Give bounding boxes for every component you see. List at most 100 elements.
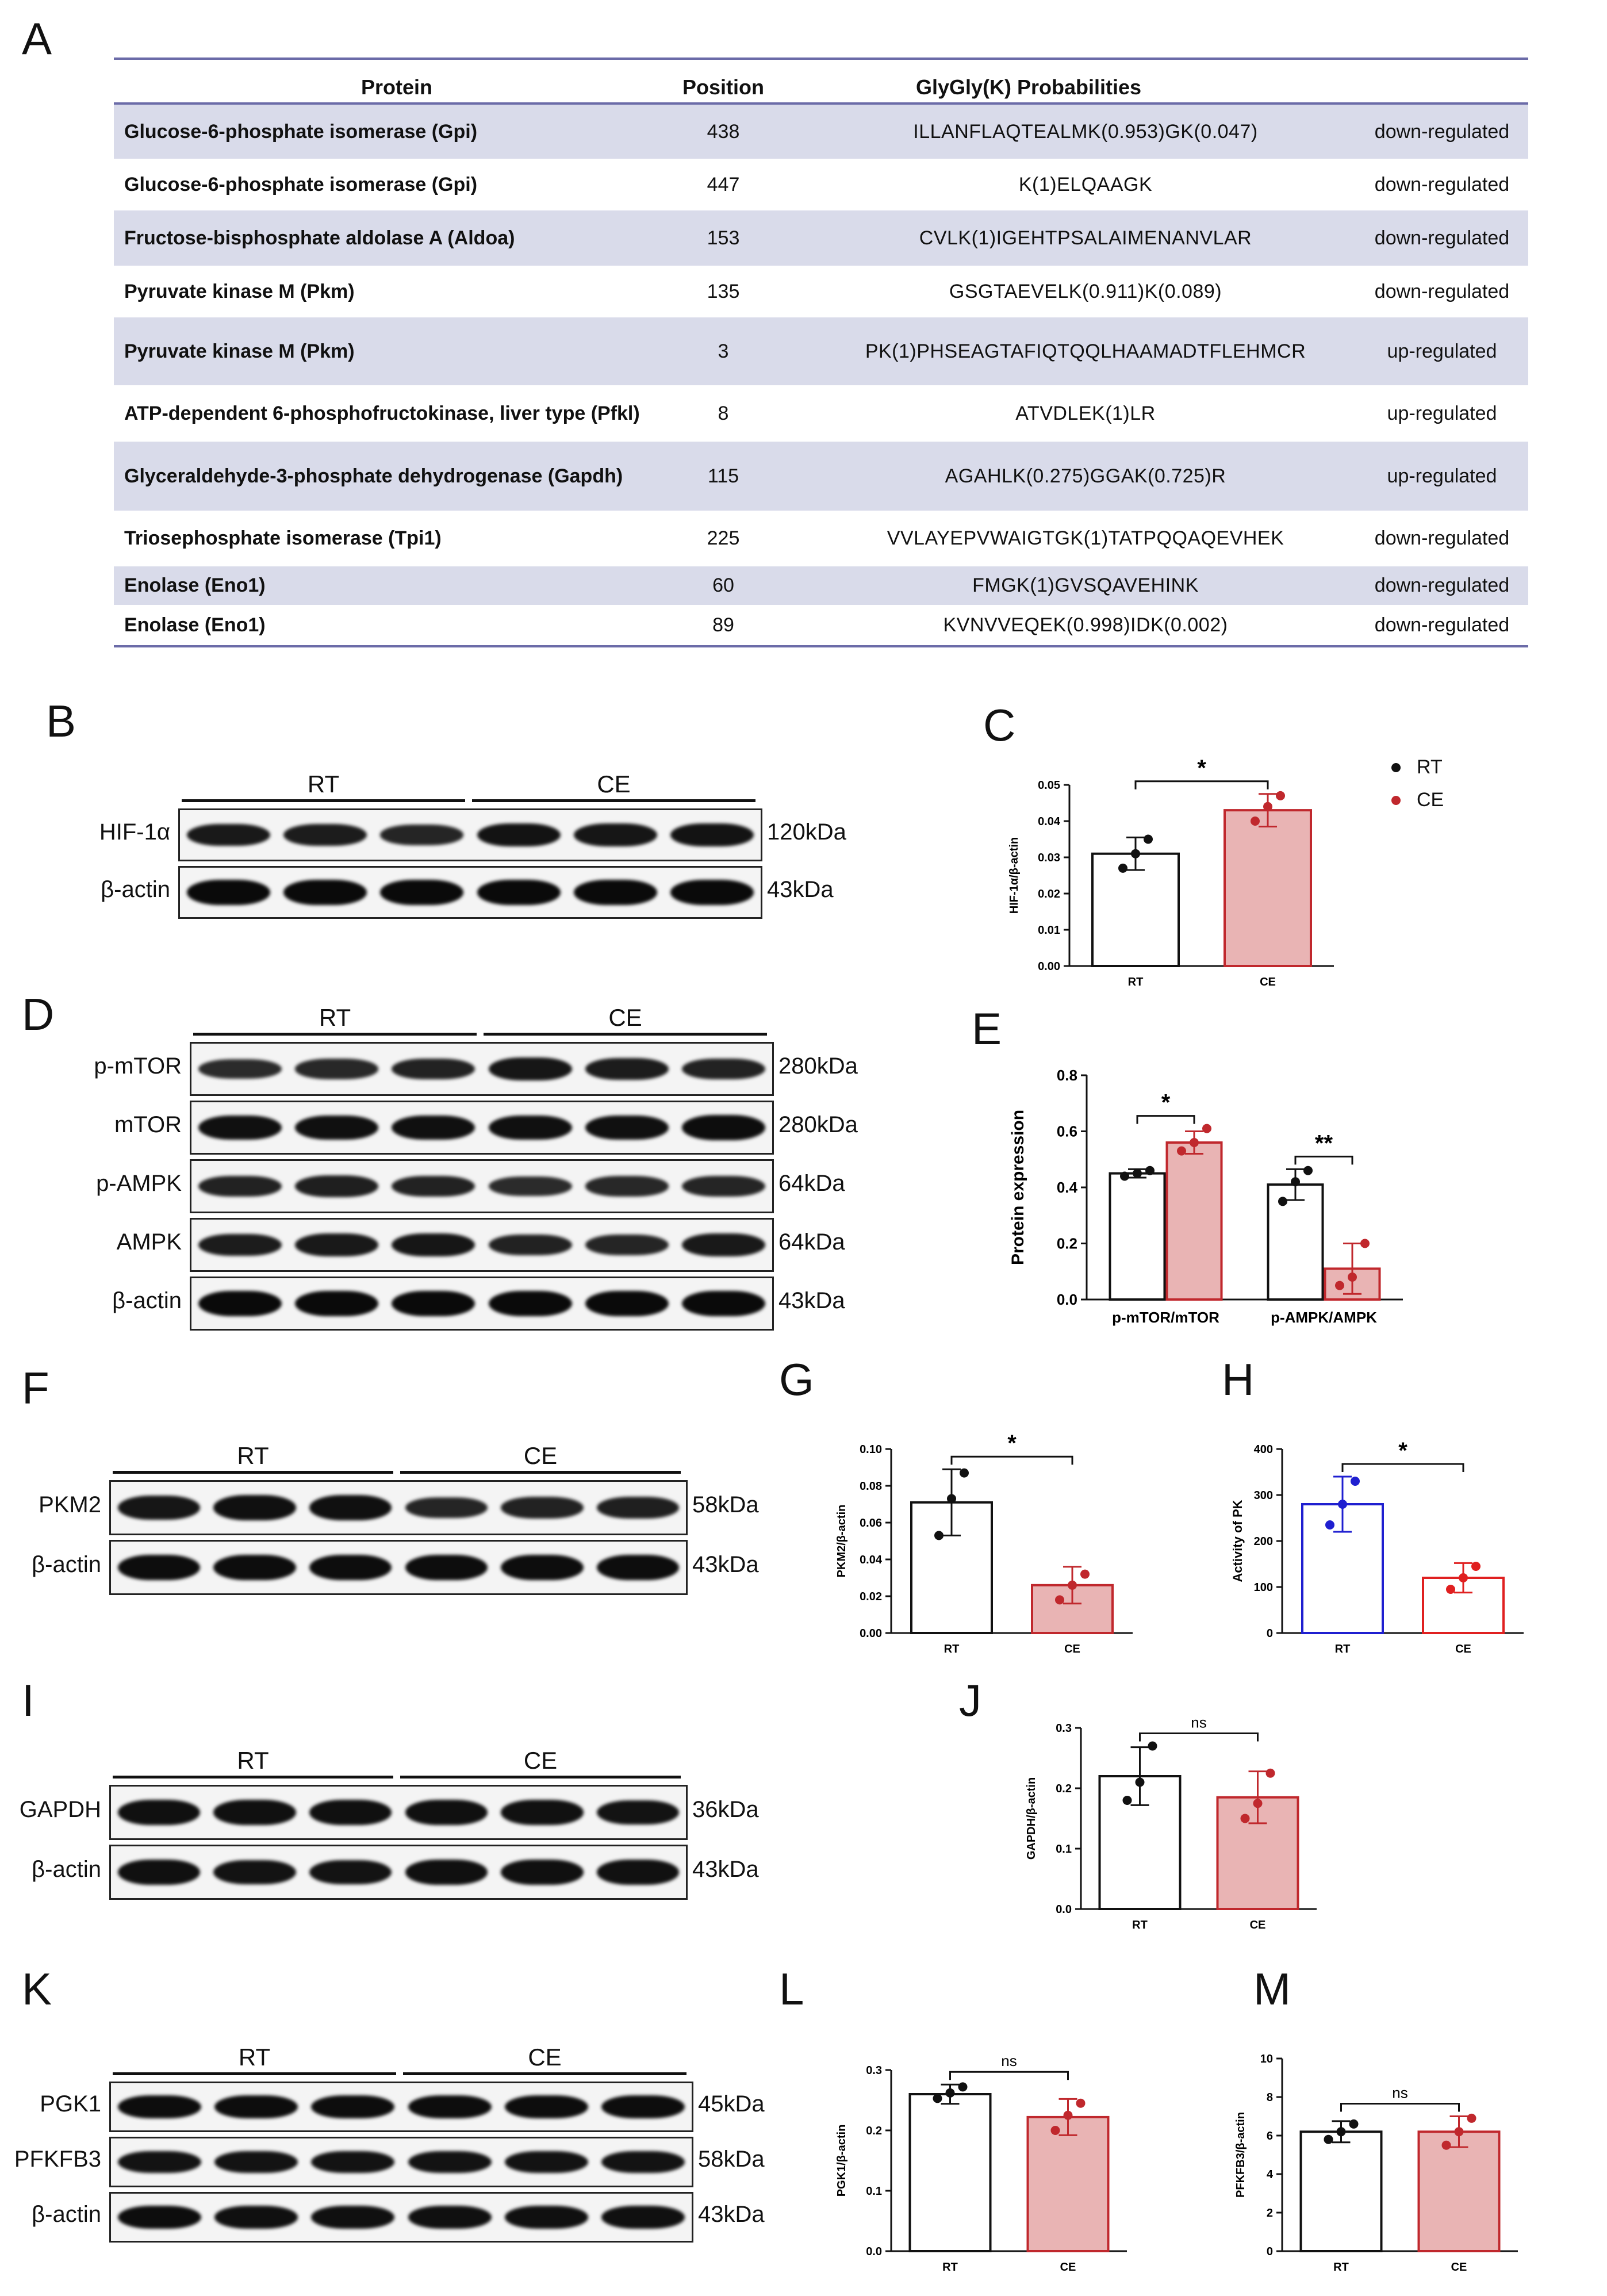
blot-band xyxy=(213,1860,296,1885)
blot-band xyxy=(198,1233,282,1256)
significance-label: ns xyxy=(1191,1714,1206,1731)
panel-letter-c: C xyxy=(983,700,1016,750)
group-label-rt: RT xyxy=(237,1747,269,1774)
y-tick-label: 0 xyxy=(1267,1627,1273,1640)
data-point xyxy=(1303,1166,1313,1175)
regulation-cell: down-regulated xyxy=(1374,527,1510,549)
blot-band xyxy=(198,1059,282,1079)
blot-band xyxy=(408,2206,492,2229)
x-tick-label: CE xyxy=(1455,1643,1471,1655)
data-point xyxy=(1177,1146,1186,1156)
blot-band xyxy=(585,1234,669,1255)
blot-band xyxy=(488,1234,572,1256)
panel-letter-b: B xyxy=(46,696,76,746)
data-point xyxy=(1263,802,1272,811)
y-tick-label: 200 xyxy=(1254,1535,1273,1548)
blot-band xyxy=(198,1290,282,1317)
data-point xyxy=(947,1494,956,1504)
header-protein: Protein xyxy=(361,75,433,99)
y-tick-label: 2 xyxy=(1267,2207,1273,2220)
panel-letter-d: D xyxy=(22,989,55,1040)
kda-label: 280kDa xyxy=(778,1112,858,1137)
blot-band xyxy=(186,880,270,905)
blot-panel-i: RT CE GAPDH 36kDa β-actin 43kDa xyxy=(0,1742,799,1902)
y-tick-label: 0.08 xyxy=(860,1480,882,1493)
blot-strip xyxy=(190,1101,774,1155)
blot-band xyxy=(214,2095,298,2119)
blot-strip xyxy=(190,1277,774,1331)
blot-band xyxy=(585,1176,669,1197)
protein-cell: ATP-dependent 6-phosphofructokinase, liv… xyxy=(124,402,640,424)
regulation-cell: down-regulated xyxy=(1374,574,1510,596)
y-tick-label: 0.0 xyxy=(1057,1291,1077,1308)
blot-band xyxy=(311,2095,395,2119)
blot-band xyxy=(670,823,754,847)
chart-hif1a: 0.00 0.01 0.02 0.03 0.04 0.05 HIF-1α/β-actin RT… xyxy=(1008,759,1334,988)
y-tick-label: 0.3 xyxy=(1056,1722,1072,1735)
blot-strip xyxy=(190,1159,774,1213)
blot-band xyxy=(311,2151,395,2174)
data-point xyxy=(1144,834,1153,844)
blot-band xyxy=(309,1495,392,1520)
group-label-rt: RT xyxy=(319,1004,351,1031)
data-point xyxy=(945,2088,955,2098)
blot-band xyxy=(309,1860,392,1885)
protein-label: GAPDH xyxy=(19,1797,101,1822)
blot-band xyxy=(682,1290,766,1317)
data-point xyxy=(1335,1281,1344,1290)
data-point xyxy=(1467,2113,1476,2123)
significance-bracket xyxy=(1136,1115,1195,1124)
blot-strip xyxy=(109,2137,693,2187)
kda-label: 64kDa xyxy=(778,1229,845,1255)
data-point xyxy=(1080,1569,1090,1579)
group-label-ce: CE xyxy=(523,1747,558,1774)
protein-label: PFKFB3 xyxy=(14,2146,101,2172)
data-point xyxy=(1336,2127,1346,2137)
panel-letter-l: L xyxy=(779,1964,804,2014)
blot-band xyxy=(117,2205,201,2229)
blot-strip xyxy=(109,1480,688,1535)
data-point xyxy=(1240,1814,1250,1823)
blot-band xyxy=(488,1057,572,1081)
data-point xyxy=(1190,1138,1199,1147)
blot-band xyxy=(574,823,657,846)
regulation-cell: down-regulated xyxy=(1374,227,1510,249)
kda-label: 43kDa xyxy=(692,1552,759,1577)
y-tick-label: 300 xyxy=(1254,1489,1273,1502)
table-top-rule xyxy=(114,58,1528,60)
group-line-ce xyxy=(403,2072,686,2075)
blot-band xyxy=(682,1233,766,1256)
significance-bracket xyxy=(1340,2103,1460,2112)
protein-label: β-actin xyxy=(32,1857,101,1882)
blot-band xyxy=(408,2151,492,2174)
blot-band xyxy=(408,2095,492,2119)
protein-label: PGK1 xyxy=(40,2091,101,2117)
blot-band xyxy=(392,1290,475,1317)
group-label-ce: CE xyxy=(528,2044,562,2071)
x-tick-label: RT xyxy=(1128,976,1144,988)
blot-band xyxy=(117,1554,200,1581)
x-tick-label: p-mTOR/mTOR xyxy=(1112,1309,1219,1326)
y-tick-label: 0.4 xyxy=(1057,1179,1078,1196)
blot-band xyxy=(198,1175,282,1197)
blot-band xyxy=(501,1860,584,1885)
position-cell: 135 xyxy=(707,280,740,302)
regulation-cell: down-regulated xyxy=(1374,120,1510,143)
x-tick-label: RT xyxy=(942,2261,958,2274)
group-label-ce: CE xyxy=(597,771,631,798)
y-tick-label: 0.04 xyxy=(860,1554,883,1566)
blot-band xyxy=(601,2095,685,2119)
regulation-cell: down-regulated xyxy=(1374,173,1510,196)
blot-band xyxy=(380,825,464,845)
y-tick-label: 0.2 xyxy=(1056,1783,1072,1795)
panel-letter-a: A xyxy=(22,13,52,64)
data-point xyxy=(1131,849,1140,858)
blot-band xyxy=(117,2095,201,2119)
kda-label: 43kDa xyxy=(767,877,834,902)
protein-cell: Glucose-6-phosphate isomerase (Gpi) xyxy=(124,120,478,143)
significance-label: * xyxy=(1398,1438,1407,1463)
data-point xyxy=(1351,1477,1360,1486)
data-point xyxy=(1278,1197,1287,1206)
group-label-rt: RT xyxy=(307,771,340,798)
blot-band xyxy=(214,2206,298,2229)
